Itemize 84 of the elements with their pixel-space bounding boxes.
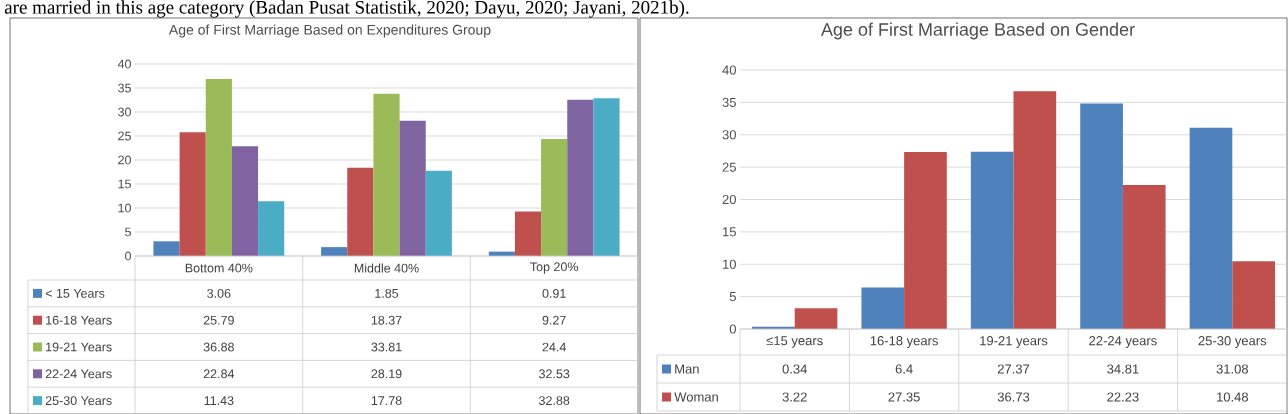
y-tick-label: 5 — [729, 292, 736, 302]
x-tick-label: 25-30 years — [1198, 336, 1267, 348]
bar — [153, 241, 180, 256]
y-tick-label: 25 — [722, 162, 736, 172]
bar — [861, 287, 905, 329]
y-tick-label: 30 — [118, 107, 131, 117]
legend-label: Man — [675, 364, 699, 374]
y-tick-label: 35 — [118, 83, 131, 93]
bar — [1232, 261, 1275, 329]
text: are married in this age category (Badan Pusat Statistik, 2020; Dayu, 2020; Jayani, 2021b). — [4, 0, 689, 18]
data-label: 6.4 — [895, 364, 913, 374]
x-tick-label: Middle 40% — [354, 263, 419, 273]
data-label: 3.22 — [782, 392, 807, 402]
y-tick-label: 20 — [118, 155, 131, 165]
data-label: 33.81 — [371, 342, 402, 352]
data-label: 9.27 — [542, 315, 566, 325]
x-tick-label: 22-24 years — [1089, 336, 1157, 348]
data-label: 34.81 — [1107, 364, 1139, 374]
bar — [794, 308, 838, 329]
x-tick-label: 16-18 years — [870, 336, 938, 348]
y-tick-label: 5 — [125, 227, 131, 237]
bar — [514, 211, 542, 256]
data-label: 24.4 — [542, 342, 566, 352]
y-tick-label: 0 — [729, 324, 736, 334]
y-tick-label: 20 — [722, 194, 736, 205]
chart-title: Age of First Marriage Based on Expenditures Group — [168, 24, 491, 38]
data-label: 32.53 — [539, 369, 570, 379]
data-label: 11.43 — [204, 396, 234, 406]
bar — [970, 151, 1014, 329]
y-tick-label: 40 — [117, 59, 131, 69]
y-tick-label: 0 — [125, 251, 131, 261]
y-tick-label: 30 — [722, 130, 736, 140]
data-label: 27.35 — [888, 392, 920, 402]
bar — [321, 247, 348, 256]
bar — [373, 93, 400, 256]
y-tick-label: 10 — [118, 203, 131, 213]
bar — [347, 167, 374, 256]
bar — [258, 201, 285, 256]
legend-label: 19-21 Years — [46, 342, 112, 352]
x-tick-label: Bottom 40% — [185, 263, 253, 273]
x-tick-label: ≤15 years — [766, 336, 823, 348]
bar — [1013, 91, 1057, 329]
y-tick-label: 40 — [722, 65, 736, 75]
y-tick-label: 15 — [118, 179, 131, 189]
bar — [541, 138, 568, 256]
data-label: 18.37 — [371, 315, 402, 325]
x-tick-label: Top 20% — [530, 262, 579, 274]
y-tick-label: 35 — [722, 97, 736, 107]
data-label: 10.48 — [1217, 392, 1249, 402]
bar — [179, 132, 206, 256]
y-tick-label: 10 — [723, 259, 736, 269]
data-label: 17.78 — [371, 396, 402, 406]
bar — [231, 146, 259, 256]
chart-title: Age of First Marriage Based on Gender — [820, 22, 1135, 40]
bar — [904, 151, 947, 329]
legend-label: 22-24 Years — [45, 369, 112, 379]
y-tick-label: 15 — [723, 227, 736, 237]
data-label: 25.79 — [203, 315, 234, 325]
data-label: 22.84 — [203, 369, 235, 379]
bar — [425, 170, 452, 256]
data-label: 32.88 — [539, 396, 570, 406]
bar — [205, 78, 232, 256]
bar — [1122, 185, 1166, 329]
bar — [593, 98, 620, 256]
data-label: 0.91 — [542, 288, 566, 298]
bar — [1080, 103, 1123, 329]
x-tick-label: 19-21 years — [980, 336, 1048, 348]
legend-label: 25-30 Years — [45, 396, 112, 406]
data-label: 1.85 — [375, 288, 399, 298]
data-label: 31.08 — [1216, 364, 1249, 374]
data-label: 27.37 — [997, 364, 1030, 374]
data-label: 36.88 — [203, 342, 234, 352]
data-label: 36.73 — [997, 392, 1030, 402]
y-tick-label: 25 — [118, 131, 131, 141]
bar — [399, 120, 426, 256]
data-label: 0.34 — [782, 364, 807, 374]
bar — [1189, 127, 1233, 329]
legend-label: 16-18 Years — [46, 315, 112, 325]
bar — [567, 99, 594, 256]
legend-label: Woman — [674, 392, 718, 402]
data-label: 3.06 — [207, 288, 231, 298]
data-label: 28.19 — [371, 369, 402, 379]
legend-label: < 15 Years — [45, 289, 105, 298]
data-label: 22.23 — [1107, 392, 1139, 402]
